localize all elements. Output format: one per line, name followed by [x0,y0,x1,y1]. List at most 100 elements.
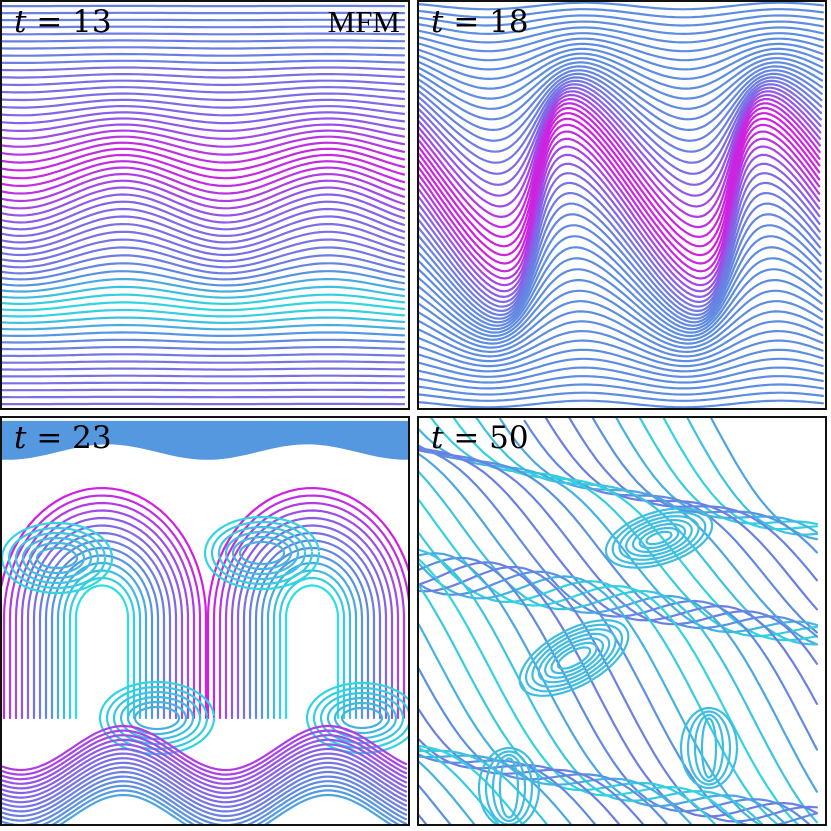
streamline [419,745,524,824]
streamline [21,536,93,580]
streamline [419,747,500,824]
streamline [8,501,196,720]
streamline [419,399,824,408]
streamline [50,554,154,720]
streamline [419,532,780,824]
streamline [419,162,821,299]
streamline [333,701,391,735]
streamline [7,526,107,590]
streamline [419,383,824,396]
streamline [419,112,821,248]
streamline [419,153,821,293]
streamline [2,346,406,351]
streamline [2,172,406,203]
streamline [212,494,408,720]
streamline [2,442,408,460]
streamline [238,540,286,566]
streamline [615,418,818,534]
streamline [2,160,406,188]
streamline [2,39,406,43]
streamline [2,215,406,244]
streamline [2,323,406,331]
streamline [523,419,818,634]
streamline [35,546,79,570]
streamline [98,680,216,756]
streamline [242,531,382,720]
streamline [419,289,823,345]
streamline [419,300,824,349]
streamline [2,494,202,720]
streamline [419,52,824,90]
equals-sign: = [453,420,480,456]
streamline [631,522,687,554]
streamline [2,262,406,281]
streamline [2,374,406,378]
streamline [2,230,406,257]
streamline [2,521,114,595]
streamline [484,750,534,824]
streamline [2,770,408,818]
time-value: 18 [489,4,529,40]
streamline [14,531,100,585]
streamline [419,117,821,257]
streamline [537,632,611,684]
streamline [556,646,592,670]
streamline [419,552,788,824]
equals-sign: = [36,420,63,456]
streamline [419,123,821,265]
streamline [419,366,824,384]
streamline [419,566,818,823]
streamline [638,526,680,550]
streamline [419,202,822,317]
streamline [618,515,700,561]
streamline [2,207,406,238]
streamline [638,418,818,526]
streamline [419,428,818,634]
streamline [2,360,406,364]
streamline [679,706,739,790]
time-label-t13: t = 13 [10,4,116,40]
streamline [2,98,406,109]
streamline [2,193,406,224]
streamline [2,200,406,231]
streamline [419,246,823,331]
streamline [419,90,822,197]
streamline [119,695,195,741]
streamline [419,784,452,824]
streamline [419,623,693,824]
streamline [419,339,824,368]
streamline [206,486,408,720]
streamline [42,784,408,824]
streamline [2,32,406,36]
streamline [2,238,406,263]
streamline [26,524,178,720]
streamline [272,569,352,720]
streamline [217,525,307,581]
streamline [419,279,823,341]
streamline [419,79,823,164]
panel-t23: t = 23 [0,416,410,826]
streamline [278,576,346,720]
streamline [2,46,406,50]
streamline [419,69,823,132]
streamline [419,213,822,320]
streamline [20,516,184,720]
streamline [326,696,398,740]
streamline [419,8,824,19]
streamline [2,308,406,318]
streamline [419,145,821,287]
streamline [2,761,408,808]
streamline [419,98,821,219]
streamline [2,186,406,217]
streamline [2,270,406,287]
time-variable: t [431,4,444,40]
streamline [498,757,520,819]
streamline [419,562,761,824]
streamline [524,623,624,693]
streamline [133,705,181,731]
streamline [105,685,209,751]
streamline [419,320,824,358]
streamline [686,710,732,786]
streamline [68,576,136,720]
